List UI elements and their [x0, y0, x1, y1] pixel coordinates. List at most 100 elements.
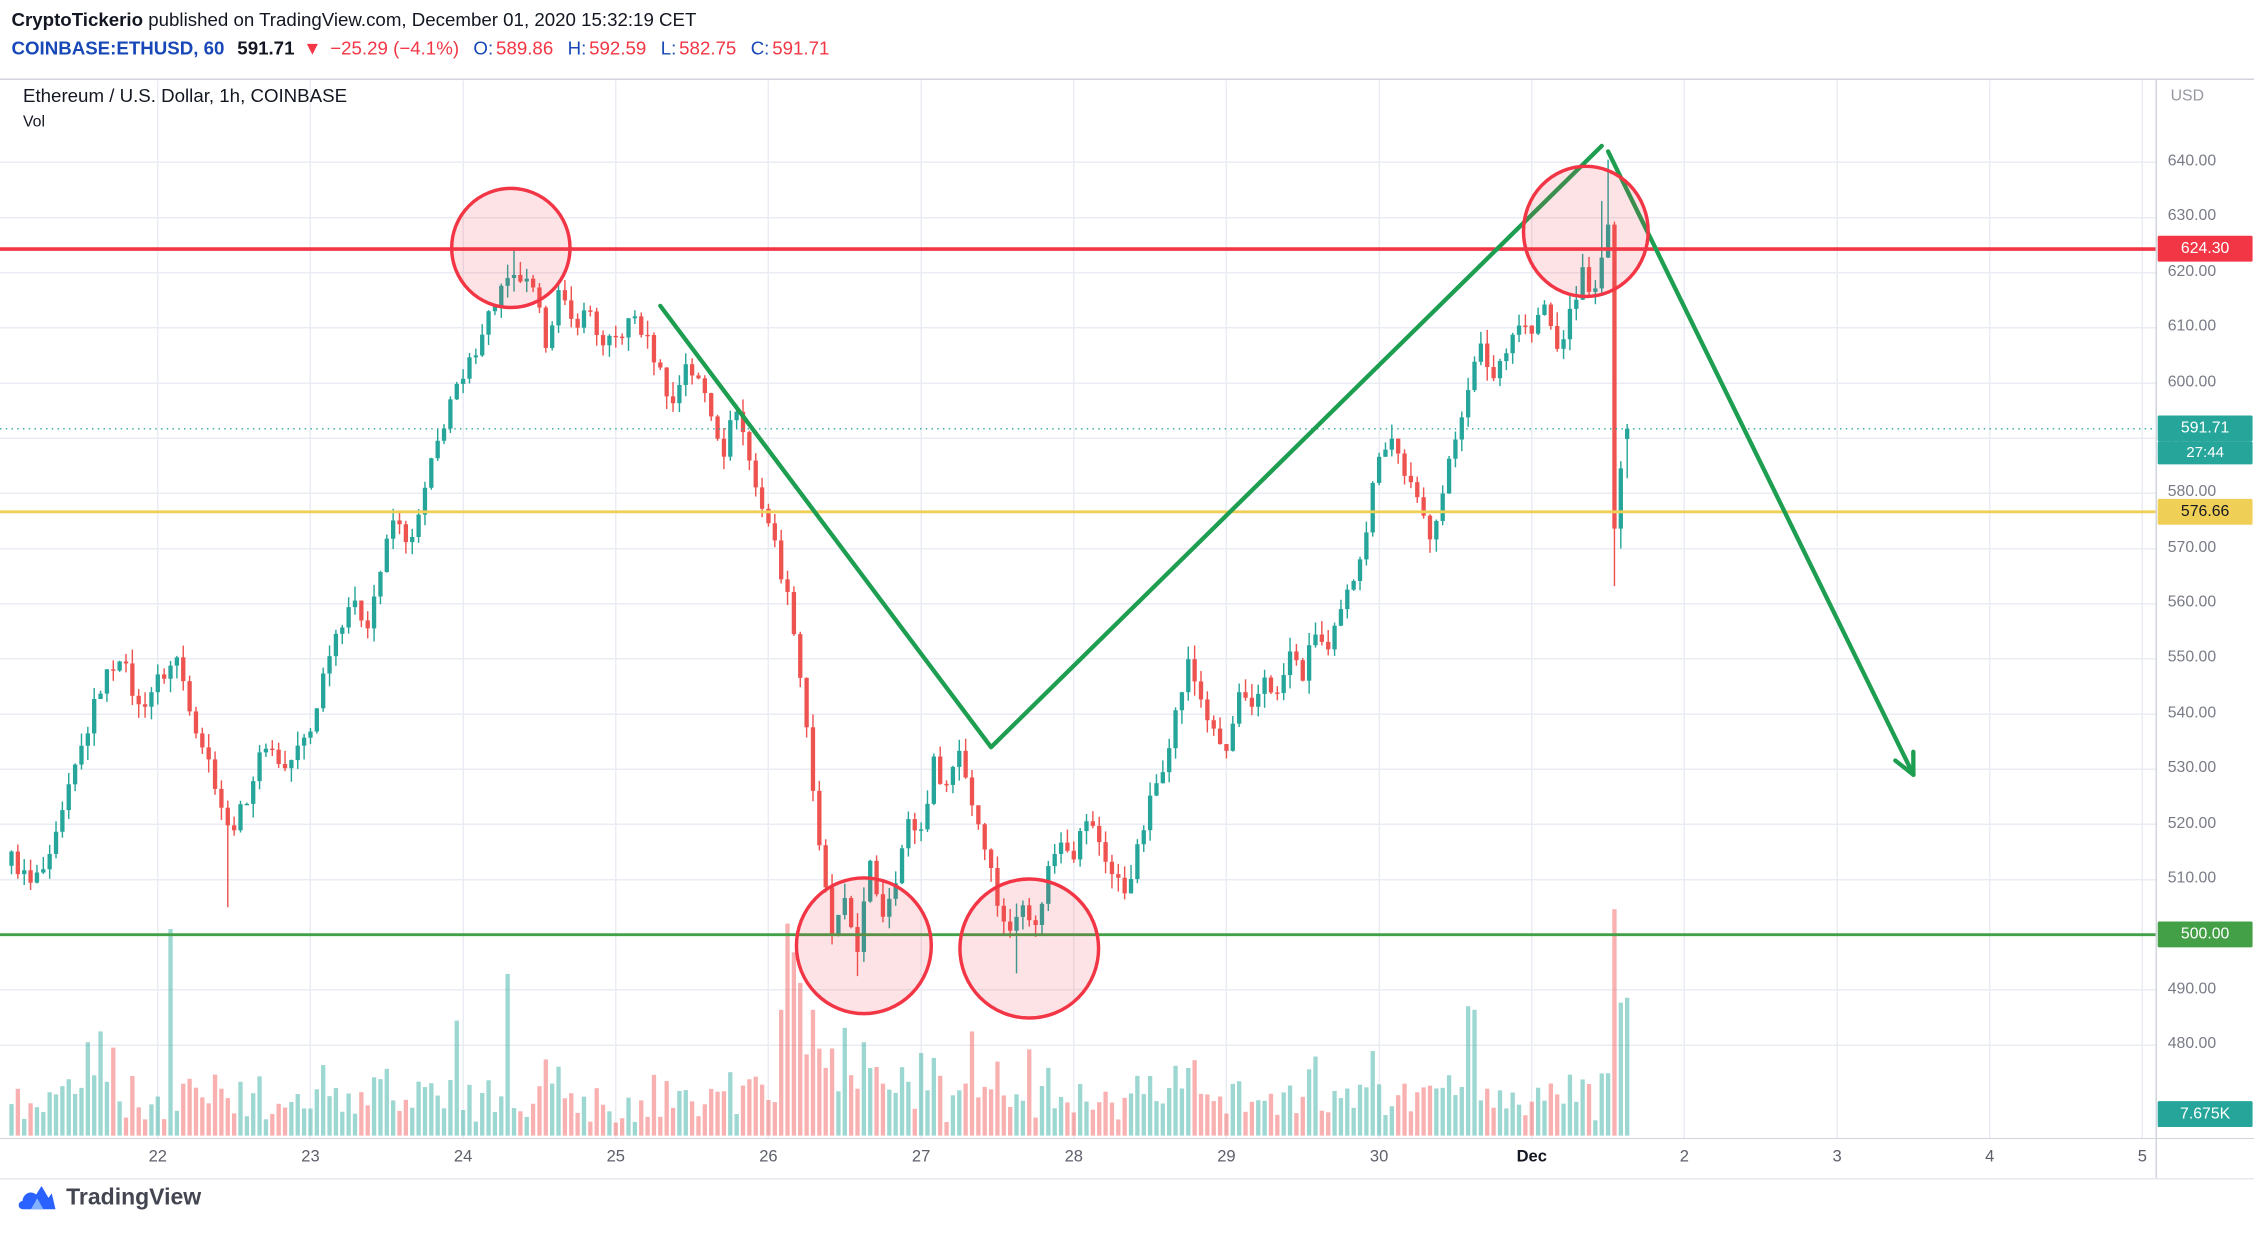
volume-bar — [397, 1110, 402, 1136]
axis-currency-label[interactable]: USD — [2170, 87, 2205, 105]
candle — [1542, 300, 1547, 316]
volume-bar — [200, 1097, 205, 1136]
candle-body — [187, 681, 192, 712]
candle-body — [887, 898, 892, 917]
volume-bar — [1275, 1114, 1280, 1136]
candle — [1389, 424, 1394, 457]
volume-bar — [505, 973, 510, 1136]
candle — [1256, 684, 1261, 717]
candle-body — [1287, 651, 1293, 676]
candle — [1217, 717, 1223, 745]
candle — [1510, 332, 1515, 364]
candle-body — [1605, 224, 1611, 258]
candle — [85, 726, 90, 761]
volume-bar — [530, 1103, 536, 1136]
candle — [174, 655, 180, 679]
candle — [1357, 556, 1363, 591]
candle-body — [639, 316, 644, 335]
volume-bar — [416, 1081, 421, 1136]
volume-bar — [868, 1067, 873, 1136]
candle — [448, 396, 453, 433]
candle — [1485, 329, 1490, 381]
candle — [499, 283, 504, 318]
candle — [696, 372, 701, 380]
candle-body — [632, 316, 638, 319]
volume-bar — [1478, 1100, 1484, 1136]
volume-bar — [1427, 1085, 1433, 1136]
volume-bar — [1243, 1111, 1248, 1136]
candle-body — [1014, 916, 1019, 931]
volume-bar — [92, 1075, 97, 1136]
candle — [588, 305, 593, 317]
candle — [270, 740, 275, 757]
candle — [1535, 307, 1541, 336]
candle — [340, 624, 345, 645]
candle — [1243, 679, 1248, 701]
candle — [365, 611, 370, 639]
volume-bar — [537, 1086, 542, 1136]
volume-bar — [429, 1083, 434, 1136]
candle — [251, 776, 256, 818]
chart-legend-title[interactable]: Ethereum / U.S. Dollar, 1h, COINBASE — [23, 84, 348, 107]
volume-bar — [1192, 1060, 1197, 1136]
publication-line: CryptoTickerio published on TradingView.… — [12, 9, 830, 31]
candle — [1268, 675, 1274, 695]
candle-body — [1058, 842, 1064, 854]
volume-bar — [1415, 1092, 1420, 1136]
volume-bar — [848, 1075, 854, 1136]
candle — [9, 850, 14, 875]
candle — [1122, 866, 1127, 900]
volume-bar — [1154, 1101, 1159, 1136]
volume-bar — [1465, 1006, 1471, 1136]
candle — [639, 312, 644, 338]
tradingview-branding[interactable]: TradingView — [17, 1185, 201, 1214]
candle — [212, 751, 218, 795]
volume-bar — [689, 1101, 695, 1136]
candle — [836, 914, 841, 937]
volume-bar — [219, 1088, 224, 1136]
candle-body — [1453, 439, 1458, 459]
volume-bar — [22, 1118, 27, 1136]
ohlc-high: H: 592.59 — [568, 37, 647, 59]
candle-body — [855, 927, 860, 952]
candle — [1281, 663, 1286, 701]
candle-body — [231, 825, 237, 831]
candle — [480, 324, 485, 357]
candle-body — [492, 306, 498, 312]
candle-body — [1103, 842, 1108, 862]
candle — [1555, 312, 1560, 352]
candle — [225, 800, 230, 908]
volume-bar — [1077, 1083, 1083, 1136]
direction-down-icon: ▼ — [303, 37, 322, 59]
candle — [72, 763, 78, 792]
volume-bar — [60, 1086, 65, 1136]
candle-body — [1574, 299, 1579, 309]
candle — [486, 310, 491, 346]
volume-bar — [1453, 1095, 1458, 1136]
symbol-name[interactable]: COINBASE:ETHUSD, 60 — [11, 37, 225, 59]
candle-body — [594, 311, 599, 336]
candle-body — [1389, 438, 1394, 450]
candle-body — [168, 665, 173, 679]
volume-bar — [1332, 1090, 1337, 1136]
volume-bar — [231, 1113, 237, 1136]
volume-bar — [721, 1091, 727, 1136]
volume-bar — [988, 1089, 994, 1136]
candle — [791, 586, 797, 636]
volume-bar — [1485, 1088, 1490, 1136]
volume-bar — [1097, 1102, 1102, 1136]
volume-indicator-label[interactable]: Vol — [23, 113, 45, 131]
volume-bar — [238, 1081, 243, 1136]
volume-bar — [715, 1091, 720, 1136]
candle — [1186, 646, 1191, 701]
volume-bar — [651, 1074, 657, 1136]
candle-body — [1084, 821, 1089, 832]
candle — [1275, 686, 1280, 701]
candle — [467, 353, 472, 384]
candle-body — [1593, 288, 1598, 292]
volume-bar — [1446, 1075, 1452, 1136]
candle-body — [1065, 842, 1070, 851]
candle — [429, 457, 434, 490]
candle-body — [740, 411, 746, 433]
